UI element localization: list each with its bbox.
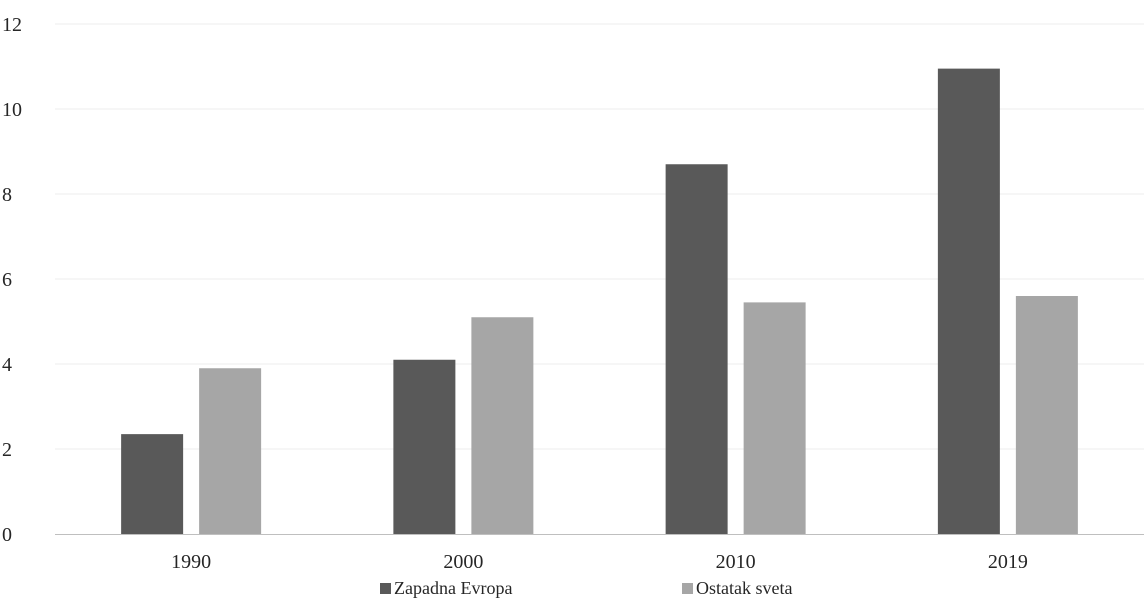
legend-label: Zapadna Evropa bbox=[394, 578, 512, 598]
bar-ostatak-sveta-2000 bbox=[471, 317, 534, 534]
y-tick-label: 10 bbox=[2, 99, 22, 121]
legend-swatch bbox=[380, 583, 391, 594]
bars bbox=[121, 68, 1078, 534]
legend-label: Ostatak sveta bbox=[696, 578, 792, 598]
y-tick-label: 2 bbox=[2, 439, 12, 461]
y-tick-label: 8 bbox=[2, 184, 12, 206]
y-tick-label: 0 bbox=[2, 524, 12, 546]
x-category-label: 2010 bbox=[716, 551, 756, 573]
y-tick-label: 6 bbox=[2, 269, 12, 291]
x-category-label: 2000 bbox=[443, 551, 483, 573]
bar-ostatak-sveta-2010 bbox=[743, 302, 806, 534]
bar-zapadna-evropa-1990 bbox=[121, 434, 184, 534]
bar-zapadna-evropa-2019 bbox=[937, 68, 1000, 534]
y-tick-label: 4 bbox=[2, 354, 12, 376]
bar-ostatak-sveta-1990 bbox=[199, 368, 262, 534]
legend: Zapadna Evropa Ostatak sveta bbox=[380, 578, 792, 598]
legend-swatch bbox=[682, 583, 693, 594]
bar-ostatak-sveta-2019 bbox=[1015, 296, 1078, 534]
x-category-label: 1990 bbox=[171, 551, 211, 573]
y-tick-label: 12 bbox=[2, 14, 22, 36]
y-axis-tick-labels: 0 2 4 6 8 10 12 bbox=[2, 14, 22, 546]
x-axis-category-labels: 1990 2000 2010 2019 bbox=[171, 551, 1028, 573]
bar-zapadna-evropa-2000 bbox=[393, 359, 456, 534]
bar-zapadna-evropa-2010 bbox=[665, 164, 728, 534]
x-category-label: 2019 bbox=[988, 551, 1028, 573]
